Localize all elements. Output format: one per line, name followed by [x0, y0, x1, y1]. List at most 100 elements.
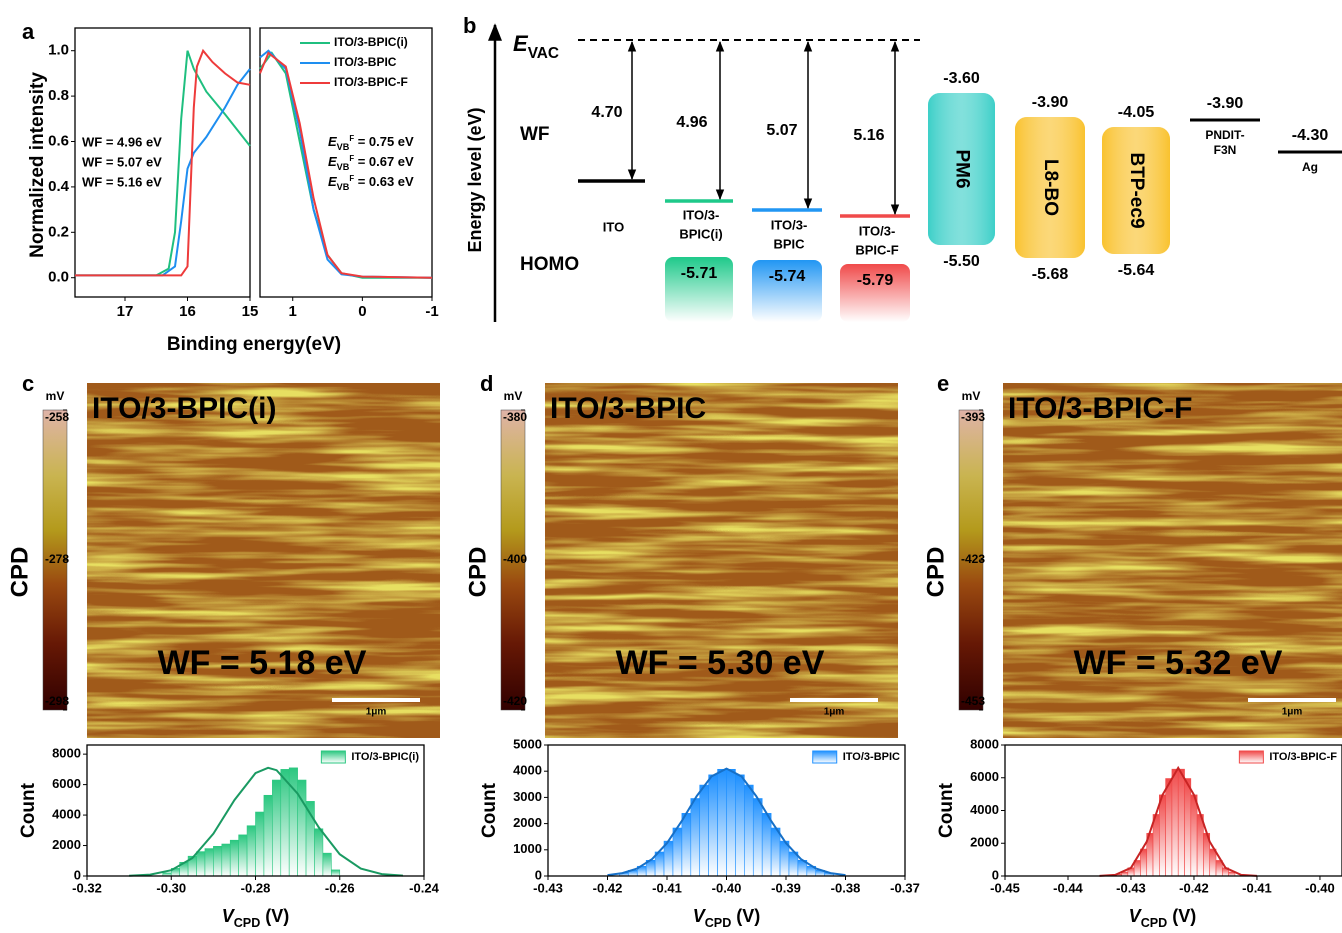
histogram-bar [1209, 848, 1217, 877]
subscript: VAC [528, 45, 559, 62]
fit-curve [1099, 765, 1258, 877]
legend-label: ITO/3-BPIC(i) [351, 751, 419, 763]
map-title: ITO/3-BPIC(i) [92, 392, 276, 425]
annotation: EVBF = 0.67 eV [328, 154, 414, 173]
line-series [259, 51, 433, 279]
x-axis-label: VCPD (V) [1129, 906, 1197, 931]
colorbar-tick-label: -453 [961, 694, 985, 708]
x-tick-label: -0.45 [990, 880, 1020, 895]
symbol: V [1129, 906, 1143, 926]
plot-frame [74, 27, 251, 298]
annotation: WF = 4.96 eV [82, 134, 162, 149]
panel-label: e [937, 371, 949, 396]
annotation: EVBF = 0.75 eV [328, 134, 414, 153]
histogram-bar [272, 779, 282, 877]
x-tick-label: -0.40 [712, 880, 742, 895]
histogram-bar [204, 848, 214, 877]
text: = 0.67 eV [354, 154, 414, 169]
y-tick-label: 0 [992, 867, 999, 882]
electrode-name: BPIC-F [855, 242, 898, 257]
y-tick-label: 6000 [970, 769, 999, 784]
panel-label: d [480, 371, 493, 396]
line-series [75, 48, 251, 277]
histogram-bar [213, 845, 223, 877]
side-label: CPD [922, 547, 949, 598]
work-function-value: 5.16 [853, 127, 884, 144]
y-tick-label: 0 [74, 867, 81, 882]
y-tick-label: 1.0 [48, 42, 69, 59]
histogram-bar [708, 774, 718, 877]
x-tick-label: -0.42 [1179, 880, 1209, 895]
y-tick-label: 0.4 [48, 178, 70, 195]
lumo-value: -4.05 [1118, 104, 1155, 121]
energy-axis-label: Energy level (eV) [465, 107, 485, 252]
y-tick-label: 4000 [513, 763, 542, 778]
colorbar-tick-label: -393 [961, 410, 985, 424]
y-tick-label: 3000 [513, 789, 542, 804]
histogram-bar [1196, 814, 1204, 877]
y-tick-label: 0.0 [48, 269, 69, 286]
histogram-bar [1190, 794, 1198, 877]
superscript: F [349, 174, 354, 183]
text: = 0.63 eV [354, 174, 414, 189]
legend-label: ITO/3-BPIC [843, 751, 900, 763]
layer-name: Ag [1302, 160, 1318, 174]
text: (V) [731, 906, 760, 926]
fit-curve [129, 766, 403, 877]
x-axis-label: Binding energy(eV) [167, 334, 341, 355]
colorbar-unit: mV [962, 389, 981, 403]
material-name: BTP-ec9 [1126, 152, 1147, 228]
work-function-value: 5.07 [766, 122, 797, 139]
subscript: VB [337, 162, 350, 172]
x-tick-label: 16 [179, 303, 196, 320]
x-tick-label: -0.24 [409, 880, 439, 895]
colorbar-tick-label: -380 [503, 410, 527, 424]
panel-label: b [463, 13, 476, 38]
electrode-name: ITO [603, 219, 624, 234]
y-tick-label: 0 [535, 867, 542, 882]
histogram-bar [255, 811, 265, 877]
electrode-name: BPIC [773, 236, 805, 251]
layer-name: F3N [1214, 143, 1237, 157]
material-name: L8-BO [1040, 159, 1061, 216]
x-tick-label: -0.43 [1116, 880, 1146, 895]
lumo-value: -3.60 [943, 70, 980, 87]
histogram-bar [1165, 778, 1173, 877]
y-tick-label: 2000 [513, 815, 542, 830]
colorbar-tick-label: -420 [503, 694, 527, 708]
y-tick-label: 2000 [970, 835, 999, 850]
histogram-bar [331, 869, 341, 877]
histogram-bar [322, 852, 332, 877]
histogram-bar [1140, 848, 1148, 877]
lumo-value: -3.90 [1032, 94, 1069, 111]
subscript: CPD [234, 916, 261, 930]
histogram-bar [779, 840, 790, 877]
x-tick-label: 17 [117, 303, 134, 320]
y-tick-label: 6000 [52, 776, 81, 791]
x-tick-label: -0.43 [533, 880, 563, 895]
annotation: WF = 5.07 eV [82, 154, 162, 169]
side-label: CPD [464, 547, 491, 598]
cpd-map-texture [545, 383, 898, 738]
superscript: F [349, 154, 354, 163]
y-tick-label: 0.6 [48, 132, 69, 149]
panel-label: c [22, 371, 34, 396]
x-tick-label: -0.37 [890, 880, 920, 895]
colorbar-unit: mV [504, 389, 523, 403]
histogram-bar [744, 784, 754, 877]
homo-level [840, 264, 910, 322]
histogram-bar [229, 839, 239, 877]
scale-bar-label: 1μm [824, 707, 845, 718]
histogram-bar [314, 828, 324, 877]
histogram-bar [1159, 794, 1166, 877]
y-axis-label: Count [936, 782, 957, 838]
colorbar-tick-label: -298 [45, 694, 69, 708]
histogram-bar [663, 840, 674, 877]
histogram-bar [196, 851, 206, 877]
x-tick-label: -0.32 [72, 880, 102, 895]
plot-frame [259, 27, 433, 298]
map-title: ITO/3-BPIC-F [1008, 392, 1192, 425]
fit-curve [607, 767, 846, 877]
subscript: CPD [705, 916, 732, 930]
